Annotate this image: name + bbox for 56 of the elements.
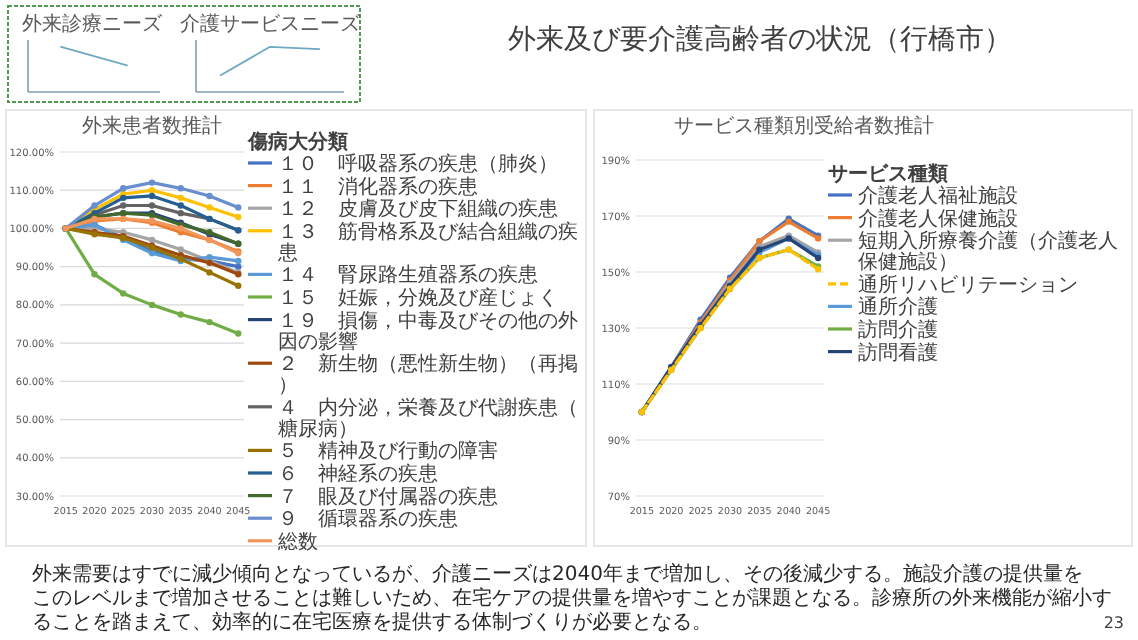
legend-label: 訪問介護 <box>858 318 938 342</box>
point <box>148 236 156 244</box>
point <box>91 271 98 278</box>
point <box>148 192 156 200</box>
legend-label: 介護老人保健施設 <box>858 206 1018 231</box>
legend-label: １２ 皮膚及び皮下組織の疾患 <box>278 197 558 222</box>
legend-label: １１ 消化器系の疾患 <box>278 174 478 199</box>
legend-label: ６ 神経系の疾患 <box>278 462 438 486</box>
point <box>206 269 213 276</box>
legend-label: ７ 眼及び付属器の疾患 <box>278 484 498 509</box>
point <box>148 202 156 209</box>
legend-label: １９ 損傷，中毒及びその他の外因の影響 <box>278 308 578 354</box>
legend-label: 介護老人福祉施設 <box>858 184 1018 208</box>
legend-label: 訪問看護 <box>858 340 938 365</box>
point <box>148 187 156 194</box>
text: 外来及び要介護高齢者の状況（行橋市） <box>508 24 1012 56</box>
legend-label: 短期入所療養介護（介護老人保健施設） <box>858 229 1118 275</box>
chart-title: 外来診療ニーズ <box>22 12 164 36</box>
legend-label: 通所リハビリテーション <box>858 272 1078 297</box>
point <box>177 311 184 318</box>
chart-title: 外来患者数推計 <box>82 114 222 138</box>
point <box>206 204 213 211</box>
point <box>235 282 242 289</box>
point <box>235 330 242 337</box>
point <box>148 301 156 309</box>
legend-label: 総数 <box>276 529 318 554</box>
legend-label: １５ 妊娠，分娩及び産じょく <box>278 286 558 310</box>
point <box>177 209 184 217</box>
legend-label: ４ 内分泌，栄養及び代謝疾患（糖尿病） <box>278 395 578 441</box>
legend-label: １０ 呼吸器系の疾患（肺炎） <box>278 152 558 176</box>
point <box>177 185 184 192</box>
legend-title: サービス種類 <box>828 162 948 186</box>
legend-label: ９ 循環器系の疾患 <box>278 507 458 532</box>
line-series <box>62 225 242 337</box>
text: 23 <box>1103 614 1124 632</box>
legend-title: 傷病大分類 <box>246 130 348 154</box>
chart-title: サービス種類別受給者数推計 <box>674 114 934 138</box>
point <box>120 185 127 192</box>
legend-label: ２ 新生物（悪性新生物）（再掲） <box>278 352 578 398</box>
legend-label: １４ 腎尿路生殖器系の疾患 <box>278 263 538 288</box>
chart-title: 介護サービスニーズ <box>180 12 362 36</box>
legend-label: ５ 精神及び行動の障害 <box>278 439 498 464</box>
point <box>206 318 213 326</box>
legend-label: 通所介護 <box>858 295 938 320</box>
line-series <box>62 179 242 232</box>
point <box>177 246 184 253</box>
point <box>120 202 127 209</box>
legend-label: １３ 筋骨格系及び結合組織の疾患 <box>276 219 578 265</box>
point <box>120 290 127 297</box>
point <box>235 204 242 211</box>
point <box>177 202 184 209</box>
point <box>235 257 242 265</box>
point <box>148 179 156 186</box>
point <box>177 194 184 202</box>
point <box>206 192 213 200</box>
point <box>235 213 242 221</box>
